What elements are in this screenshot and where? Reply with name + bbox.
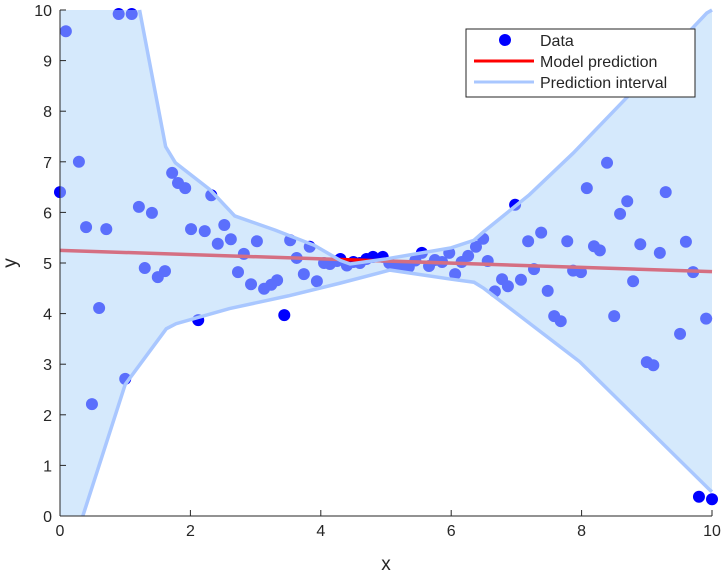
y-tick-label: 2 [43, 408, 52, 425]
axes: 0 2 4 6 8 10 0 1 2 3 4 5 6 7 8 9 10 [34, 3, 721, 540]
y-tick-label: 4 [43, 307, 52, 324]
x-tick-label: 10 [703, 523, 721, 540]
y-axis-label: y [0, 258, 21, 268]
y-tick-label: 3 [43, 357, 52, 374]
prediction-interval-band [60, 8, 714, 517]
legend-data-marker [499, 34, 511, 46]
upper-interval-line [137, 8, 713, 266]
y-tick-label: 0 [43, 509, 52, 526]
y-tick-label: 6 [43, 205, 52, 222]
x-tick-label: 0 [56, 523, 65, 540]
interval-fill [60, 10, 712, 516]
y-tick-label: 5 [43, 256, 52, 273]
x-tick-label: 6 [447, 523, 456, 540]
y-tick-label: 7 [43, 155, 52, 172]
legend-data-label: Data [540, 33, 574, 50]
data-point [706, 493, 718, 506]
data-point [278, 309, 291, 322]
legend-model-label: Model prediction [540, 54, 657, 71]
legend: Data Model prediction Prediction interva… [465, 28, 696, 98]
y-tick-label: 1 [43, 458, 52, 475]
legend-interval-label: Prediction interval [540, 75, 667, 92]
y-tick-label: 8 [43, 104, 52, 121]
data-point [692, 490, 705, 503]
x-tick-label: 8 [577, 523, 586, 540]
x-tick-label: 2 [186, 523, 195, 540]
y-tick-label: 10 [34, 3, 52, 20]
x-axis-label: x [381, 554, 391, 573]
x-tick-label: 4 [316, 523, 325, 540]
lower-interval-line [81, 268, 714, 517]
y-tick-label: 9 [43, 54, 52, 71]
